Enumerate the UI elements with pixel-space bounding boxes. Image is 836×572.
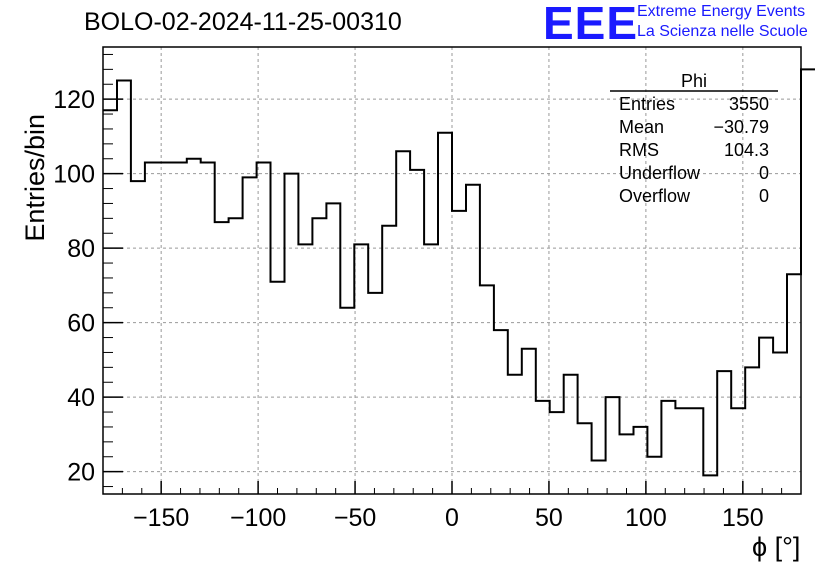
stats-label: RMS	[619, 140, 659, 160]
histogram-bin	[703, 475, 717, 494]
eee-logo-mark: EEE	[543, 0, 639, 49]
histogram-bin	[675, 408, 689, 494]
histogram-bin	[173, 162, 187, 494]
histogram-bin	[354, 244, 368, 494]
histogram-bin	[312, 218, 326, 494]
stats-value: 0	[759, 163, 769, 183]
eee-logo-text: Extreme Energy Events La Scienza nelle S…	[637, 2, 808, 42]
histogram-bin	[257, 162, 271, 494]
y-tick-label: 40	[67, 384, 95, 412]
y-tick-label: 60	[67, 310, 95, 338]
histogram-bin	[787, 274, 801, 494]
histogram-bin	[117, 81, 131, 494]
histogram-bin	[452, 211, 466, 494]
histogram-bin	[340, 308, 354, 494]
histogram-bin	[145, 162, 159, 494]
y-axis-label: Entries/bin	[20, 114, 50, 242]
histogram-bin	[298, 244, 312, 494]
y-tick-label: 20	[67, 459, 95, 487]
x-tick-label: −150	[133, 504, 189, 532]
stats-label: Mean	[619, 117, 664, 137]
histogram-bin	[243, 177, 257, 494]
stats-label: Overflow	[619, 186, 691, 206]
histogram-bin	[620, 434, 634, 494]
histogram-bin	[522, 349, 536, 494]
stats-label: Entries	[619, 94, 675, 114]
histogram-bin	[466, 185, 480, 494]
histogram-bin	[187, 159, 201, 494]
stats-value: 0	[759, 186, 769, 206]
stats-value: −30.79	[713, 117, 769, 137]
histogram-bin	[103, 110, 117, 494]
x-tick-label: 150	[722, 504, 764, 532]
x-tick-label: 100	[625, 504, 667, 532]
y-tick-label: 80	[67, 235, 95, 263]
axis-ticks: −150 −100 −50 0 50 100 150 20 40 60 80 100 120	[53, 53, 783, 532]
histogram-bin	[508, 375, 522, 494]
x-tick-label: 50	[535, 504, 563, 532]
histogram-bin	[759, 338, 773, 494]
histogram-bin	[131, 181, 145, 494]
histogram-bin	[382, 226, 396, 494]
histogram-outline	[103, 68, 815, 477]
x-tick-label: −50	[334, 504, 376, 532]
x-tick-label: 0	[445, 504, 459, 532]
histogram-bin	[424, 244, 438, 494]
histogram-bin	[229, 218, 243, 494]
histogram-bin	[438, 133, 452, 494]
histogram-bin	[578, 423, 592, 494]
histogram-bin	[550, 412, 564, 494]
histogram-bin	[410, 170, 424, 494]
histogram-bin	[480, 285, 494, 494]
histogram-bin	[592, 460, 606, 494]
logo-line-2: La Scienza nelle Scuole	[637, 23, 808, 40]
histogram-bin	[536, 401, 550, 494]
histogram-bin	[564, 375, 578, 494]
histogram-bin	[284, 174, 298, 494]
stats-title: Phi	[681, 71, 707, 91]
histogram-bin	[689, 408, 703, 494]
histogram-bin	[494, 330, 508, 494]
histogram-bin	[773, 352, 787, 494]
y-tick-label: 120	[53, 86, 95, 114]
grid-lines	[103, 47, 801, 494]
histogram-bars	[103, 68, 815, 494]
chart-title: BOLO-02-2024-11-25-00310	[84, 8, 402, 36]
histogram-bin	[326, 203, 340, 494]
histogram-bin	[201, 162, 215, 494]
x-tick-label: −100	[230, 504, 286, 532]
logo-line-1: Extreme Energy Events	[637, 3, 806, 20]
histogram-bin	[606, 397, 620, 494]
histogram-bin	[801, 69, 815, 494]
stats-value: 104.3	[724, 140, 769, 160]
stats-value: 3550	[729, 94, 769, 114]
histogram-bin	[271, 282, 285, 494]
x-axis-label: ϕ [°]	[752, 532, 801, 562]
histogram-bin	[647, 457, 661, 494]
histogram-bin	[661, 401, 675, 494]
stats-box: Phi Entries 3550 Mean −30.79 RMS 104.3 Underfl…	[610, 71, 778, 206]
histogram-bin	[215, 222, 229, 494]
histogram-bin	[745, 367, 759, 494]
stats-label: Underflow	[619, 163, 701, 183]
y-tick-label: 100	[53, 161, 95, 189]
histogram-bin	[717, 371, 731, 494]
